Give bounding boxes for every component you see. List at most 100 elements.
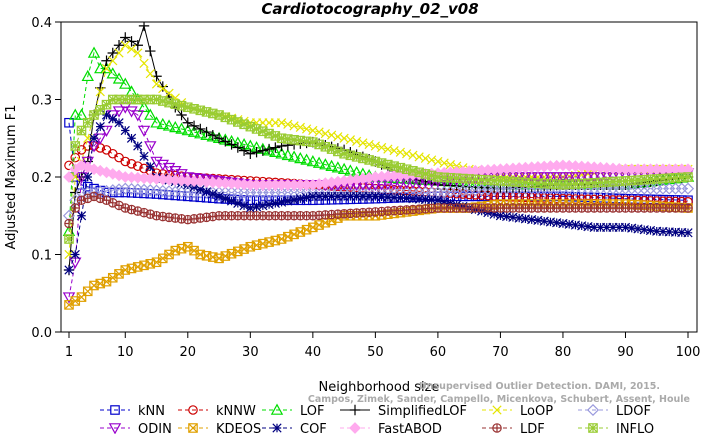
legend-item-kdeos: KDEOS — [178, 422, 261, 434]
data-point — [64, 218, 74, 229]
data-point — [101, 55, 112, 66]
data-point — [544, 172, 557, 184]
data-point — [552, 218, 562, 228]
legend-marker — [110, 405, 120, 415]
data-point — [239, 201, 249, 211]
legend-label: KDEOS — [216, 422, 261, 434]
x-axis: 1 10 20 30 40 50 60 70 80 90 100 — [65, 332, 700, 360]
data-point — [283, 134, 293, 144]
data-point — [439, 197, 449, 207]
data-point — [95, 122, 105, 132]
data-point — [488, 182, 501, 196]
data-point — [658, 226, 668, 237]
data-point — [331, 161, 345, 173]
data-point — [314, 220, 324, 230]
data-point — [195, 123, 206, 135]
data-point — [420, 153, 431, 164]
data-point — [82, 181, 93, 192]
data-point — [137, 100, 151, 113]
data-point — [257, 145, 269, 156]
data-point — [533, 215, 543, 226]
series-line — [68, 24, 689, 271]
data-point — [119, 77, 132, 89]
data-point — [126, 44, 137, 54]
legend-label: LDF — [520, 422, 545, 434]
data-point — [269, 145, 282, 157]
data-point — [389, 146, 399, 156]
data-point — [683, 203, 693, 213]
data-point — [589, 222, 599, 232]
data-point — [107, 47, 118, 59]
data-point — [207, 129, 219, 141]
legend-item-fastabod: FastABOD — [340, 422, 442, 434]
legend-label: kNN — [138, 404, 165, 419]
data-point — [75, 159, 88, 172]
data-point — [319, 158, 332, 170]
legend: kNN kNNW LOF SimplifiedLOF LoOP LDOF ODIN KDEOS… — [100, 403, 654, 434]
data-point — [88, 163, 100, 176]
data-point — [276, 197, 287, 207]
data-point — [301, 224, 312, 235]
data-point — [64, 117, 74, 128]
data-point — [314, 139, 324, 150]
data-point — [120, 40, 130, 50]
data-point — [562, 172, 576, 184]
data-point — [681, 182, 695, 195]
data-point — [69, 108, 82, 120]
data-point — [208, 211, 218, 222]
data-point — [314, 191, 324, 201]
data-point — [158, 84, 168, 94]
plot-area — [62, 22, 695, 310]
data-point — [226, 139, 237, 150]
data-point — [245, 148, 256, 159]
data-point — [120, 125, 130, 136]
data-point — [377, 142, 387, 153]
data-point — [76, 211, 87, 221]
legend-label: COF — [300, 422, 327, 434]
legend-marker — [272, 423, 282, 433]
data-point — [156, 117, 170, 130]
legend-marker — [588, 423, 598, 433]
data-point — [81, 69, 94, 82]
data-point — [364, 139, 374, 150]
data-point — [144, 108, 157, 120]
data-point — [595, 222, 606, 232]
data-point — [214, 110, 224, 120]
data-point — [577, 221, 587, 231]
data-point — [70, 141, 81, 151]
data-point — [258, 126, 268, 137]
x-axis-label: Neighborhood size — [319, 380, 440, 395]
data-point — [82, 141, 93, 151]
data-point — [351, 136, 362, 146]
data-point — [283, 119, 293, 129]
data-point — [301, 124, 312, 134]
data-point — [145, 162, 155, 172]
data-point — [81, 161, 94, 174]
data-point — [337, 162, 351, 175]
x-tick-label: 60 — [430, 345, 447, 360]
data-point — [326, 191, 337, 201]
data-point — [351, 191, 362, 201]
data-point — [108, 56, 118, 66]
data-point — [289, 195, 299, 205]
data-point — [312, 156, 326, 168]
data-point — [189, 214, 199, 224]
data-point — [195, 213, 206, 223]
data-point — [137, 125, 151, 137]
data-point — [283, 231, 293, 242]
data-point — [145, 45, 156, 57]
data-point — [306, 155, 320, 167]
x-tick-label: 10 — [117, 345, 134, 360]
data-point — [226, 248, 237, 259]
x-tick-label: 70 — [492, 345, 509, 360]
data-point — [339, 191, 349, 201]
data-point — [450, 185, 463, 198]
legend-marker — [492, 423, 502, 433]
data-point — [433, 195, 443, 205]
data-point — [64, 234, 74, 244]
data-point — [383, 144, 393, 154]
data-point — [194, 127, 207, 139]
data-point — [427, 155, 437, 165]
data-point — [527, 215, 537, 225]
